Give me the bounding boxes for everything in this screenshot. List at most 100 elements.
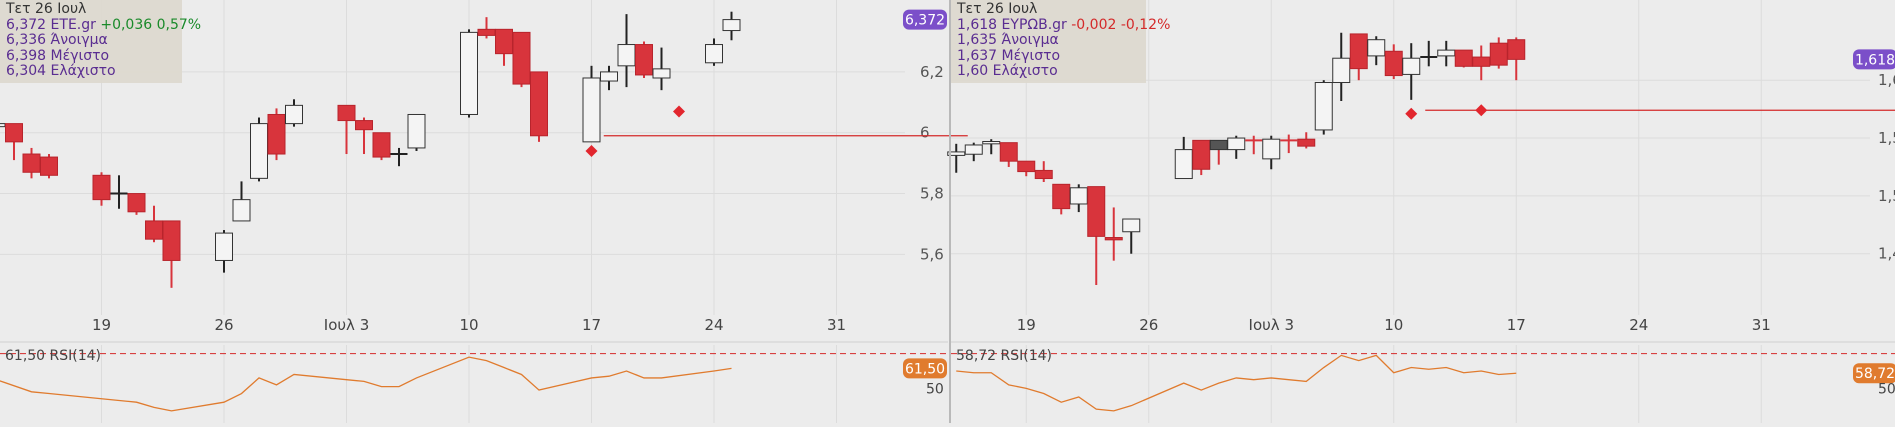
- y-tick-label: 1,6: [1878, 71, 1895, 89]
- candle[interactable]: [407, 113, 426, 151]
- candle[interactable]: [652, 47, 671, 91]
- rsi-line[interactable]: [0, 356, 732, 412]
- candle[interactable]: [285, 99, 303, 127]
- candle[interactable]: [964, 142, 983, 162]
- candle[interactable]: [1245, 135, 1263, 155]
- candle-body: [1087, 186, 1106, 237]
- candle[interactable]: [1174, 136, 1193, 180]
- candle[interactable]: [337, 104, 356, 155]
- candle[interactable]: [267, 108, 286, 161]
- candle[interactable]: [1122, 218, 1141, 254]
- candle-body: [22, 153, 41, 173]
- candle[interactable]: [1087, 186, 1106, 285]
- candle[interactable]: [1280, 134, 1298, 154]
- candle[interactable]: [1507, 37, 1526, 81]
- candle-body: [600, 71, 618, 82]
- signal-marker[interactable]: [1475, 104, 1488, 117]
- candle[interactable]: [1402, 43, 1421, 100]
- x-tick-label: 19: [1017, 316, 1036, 334]
- rsi-line[interactable]: [956, 354, 1517, 412]
- candle[interactable]: [232, 181, 251, 222]
- candle[interactable]: [127, 193, 146, 215]
- info-low: 1,60 Ελάχιστο: [957, 63, 1140, 80]
- candle[interactable]: [722, 11, 741, 41]
- candle-body: [1297, 138, 1316, 147]
- candle-body: [705, 44, 723, 64]
- candle-body: [1454, 49, 1473, 67]
- candle[interactable]: [1454, 49, 1473, 68]
- candle[interactable]: [355, 117, 373, 155]
- candle-body: [722, 19, 741, 32]
- candle[interactable]: [1332, 32, 1351, 102]
- x-tick-label: 31: [827, 316, 846, 334]
- candle[interactable]: [512, 31, 531, 88]
- candle[interactable]: [372, 132, 391, 161]
- candle[interactable]: [1227, 135, 1246, 159]
- info-box-ete: Τετ 26 Ιουλ 6,372 ETE.gr +0,036 0,57% 6,…: [0, 0, 201, 83]
- chart-panel-ete[interactable]: 5,6 5,8 6 6,2 19 26 Ιουλ 3 10 17 24 31 6,372 61,50 R…: [0, 0, 968, 423]
- info-box-eurob: Τετ 26 Ιουλ 1,618 ΕΥΡΩΒ.gr -0,002 -0,12%…: [951, 0, 1170, 83]
- x-tick-label: 24: [1629, 316, 1648, 334]
- candle[interactable]: [1052, 183, 1071, 215]
- candle[interactable]: [1262, 135, 1281, 170]
- candle-body: [512, 31, 531, 85]
- candle[interactable]: [460, 29, 478, 118]
- candle[interactable]: [1034, 161, 1053, 182]
- chart-panel-eurob[interactable]: 1,45 1,5 1,55 1,6 19 26 Ιουλ 3 10 17 24 31 1,618 58,…: [947, 0, 1895, 423]
- candle[interactable]: [22, 147, 41, 179]
- candle-body: [652, 68, 671, 79]
- candle[interactable]: [1472, 45, 1491, 81]
- candle[interactable]: [582, 65, 601, 143]
- candle[interactable]: [705, 38, 723, 66]
- candle[interactable]: [1489, 37, 1508, 69]
- candle[interactable]: [617, 14, 636, 88]
- candle[interactable]: [390, 147, 408, 167]
- candle[interactable]: [250, 117, 268, 182]
- info-low-label: Ελάχιστο: [50, 63, 116, 79]
- candle[interactable]: [1104, 207, 1123, 261]
- candle[interactable]: [40, 154, 58, 179]
- candle[interactable]: [495, 28, 513, 66]
- candle[interactable]: [215, 230, 233, 273]
- candle-body: [617, 44, 636, 67]
- candle[interactable]: [1384, 44, 1403, 80]
- candle[interactable]: [1437, 40, 1456, 67]
- candle-body: [1209, 139, 1228, 151]
- candle[interactable]: [477, 17, 496, 39]
- candle[interactable]: [1069, 184, 1088, 213]
- signal-marker[interactable]: [673, 105, 685, 118]
- signal-marker[interactable]: [1405, 107, 1418, 120]
- candle[interactable]: [530, 71, 548, 142]
- candle[interactable]: [600, 65, 618, 91]
- x-tick-label: Ιουλ 3: [324, 316, 369, 334]
- candle[interactable]: [1209, 139, 1228, 165]
- signal-marker[interactable]: [585, 144, 598, 157]
- candle[interactable]: [110, 175, 128, 209]
- candle[interactable]: [1367, 36, 1386, 66]
- candle-body: [1367, 39, 1386, 57]
- candle[interactable]: [999, 142, 1018, 167]
- candle[interactable]: [1017, 160, 1036, 177]
- candle[interactable]: [92, 172, 111, 206]
- candle-body: [1017, 160, 1036, 173]
- candle[interactable]: [1297, 132, 1316, 149]
- candle-body: [964, 144, 983, 155]
- candle-body: [215, 232, 233, 261]
- candle-body: [1314, 82, 1333, 131]
- candle[interactable]: [982, 139, 1001, 155]
- candle-body: [530, 71, 548, 137]
- info-symbol-line: 1,618 ΕΥΡΩΒ.gr -0,002 -0,12%: [957, 17, 1170, 34]
- candle[interactable]: [1420, 40, 1438, 67]
- candle-body: [267, 113, 286, 155]
- candle[interactable]: [635, 41, 653, 78]
- rsi-badge-label: 61,50: [905, 361, 945, 377]
- info-low-value: 6,304: [6, 63, 47, 79]
- candle[interactable]: [1314, 80, 1333, 135]
- candle[interactable]: [1349, 33, 1368, 81]
- candle[interactable]: [145, 205, 163, 243]
- candle[interactable]: [1192, 139, 1211, 176]
- candle[interactable]: [162, 220, 181, 288]
- candle[interactable]: [5, 123, 23, 161]
- candle-body: [982, 141, 1001, 145]
